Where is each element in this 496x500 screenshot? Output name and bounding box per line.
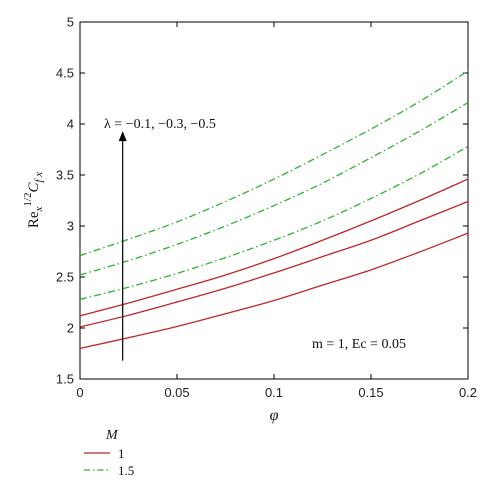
legend-label-1: 1 [118, 446, 125, 461]
series-line-5 [79, 102, 469, 276]
y-tick-label: 3 [67, 219, 74, 234]
y-tick-label: 4 [67, 117, 74, 132]
x-axis-label: φ [270, 407, 279, 424]
x-tick-label: 0 [76, 385, 83, 400]
series-line-4 [79, 145, 469, 301]
y-tick-label: 4.5 [56, 66, 74, 81]
ticks-group: 0 0.05 0.1 0.15 0.2 1.5 2 2.5 3 3.5 4 4.5 5 [56, 15, 477, 401]
y-tick-label: 5 [67, 15, 74, 30]
y-tick-label: 1.5 [56, 372, 74, 387]
legend-label-1-5: 1.5 [118, 463, 134, 478]
y-label-sup: 1/2 [22, 193, 34, 207]
y-tick-label: 3.5 [56, 168, 74, 183]
arrow-head-icon [118, 131, 127, 142]
y-label-sub-x: x [33, 207, 45, 213]
series-line-6 [79, 70, 469, 257]
series-line-3 [79, 178, 469, 317]
y-axis-label: Rex1/2Cf x [22, 172, 45, 228]
legend-title: M [105, 428, 119, 443]
y-tick-label: 2 [67, 321, 74, 336]
series-group [79, 70, 469, 350]
x-tick-label: 0.15 [358, 385, 383, 400]
params-annotation: m = 1, Ec = 0.05 [312, 337, 406, 352]
series-line-2 [79, 200, 469, 328]
series-line-1 [79, 232, 469, 350]
y-tick-label: 2.5 [56, 270, 74, 285]
x-tick-label: 0.1 [265, 385, 283, 400]
plot-frame [79, 21, 469, 380]
lambda-annotation: λ = −0.1, −0.3, −0.5 [104, 117, 216, 132]
x-tick-label: 0.2 [459, 385, 477, 400]
y-label-coef: C [26, 182, 42, 193]
x-tick-label: 0.05 [164, 385, 189, 400]
y-label-base: Re [26, 211, 42, 228]
y-label-sub-fx: f x [33, 172, 45, 183]
